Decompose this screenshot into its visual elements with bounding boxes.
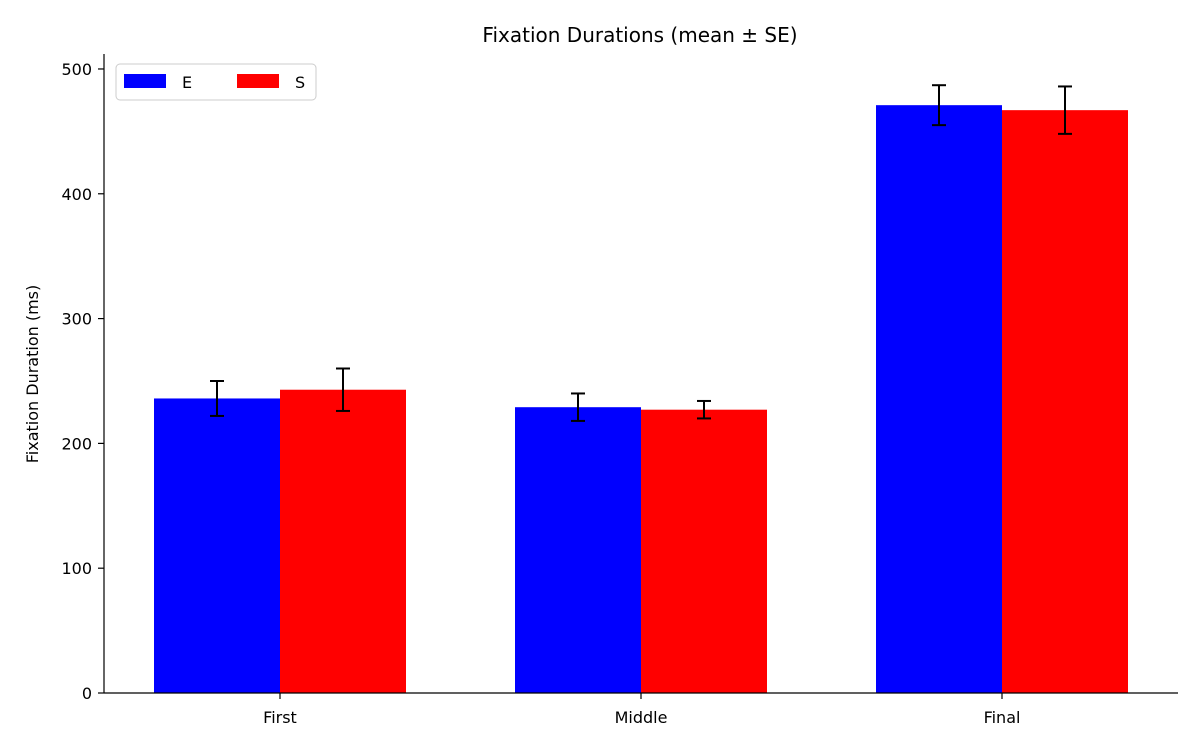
chart-title: Fixation Durations (mean ± SE) — [482, 23, 797, 47]
x-tick-label: Final — [984, 708, 1021, 727]
bar-e-first — [154, 398, 280, 693]
y-tick-label: 500 — [61, 60, 92, 79]
legend-label-e: E — [182, 73, 192, 92]
x-tick-label: Middle — [615, 708, 668, 727]
y-axis-label: Fixation Duration (ms) — [23, 285, 42, 463]
bar-s-first — [280, 389, 406, 693]
error-bar-e-middle — [571, 392, 585, 422]
y-tick-label: 100 — [61, 559, 92, 578]
x-tick-label: First — [263, 708, 297, 727]
legend-swatch-e — [124, 74, 166, 88]
legend-frame — [115, 63, 317, 101]
y-tick-label: 0 — [82, 684, 92, 703]
axes-group: 0 100 200 300 400 500 First Middle Final — [61, 54, 1178, 727]
bars-group — [154, 105, 1128, 693]
bar-e-middle — [515, 407, 641, 693]
legend-label-s: S — [295, 73, 305, 92]
error-bar-e-final — [932, 84, 946, 127]
error-bar-s-final — [1058, 85, 1072, 135]
error-bar-s-middle — [697, 399, 711, 420]
error-bar-s-first — [336, 367, 350, 412]
bar-s-final — [1002, 110, 1128, 693]
y-tick-label: 200 — [61, 434, 92, 453]
legend-swatch-s — [237, 74, 279, 88]
error-bar-e-first — [210, 379, 224, 417]
error-bars-group — [210, 84, 1072, 422]
y-tick-label: 400 — [61, 185, 92, 204]
y-tick-label: 300 — [61, 310, 92, 329]
bar-s-middle — [641, 409, 767, 693]
bar-e-final — [876, 105, 1002, 693]
